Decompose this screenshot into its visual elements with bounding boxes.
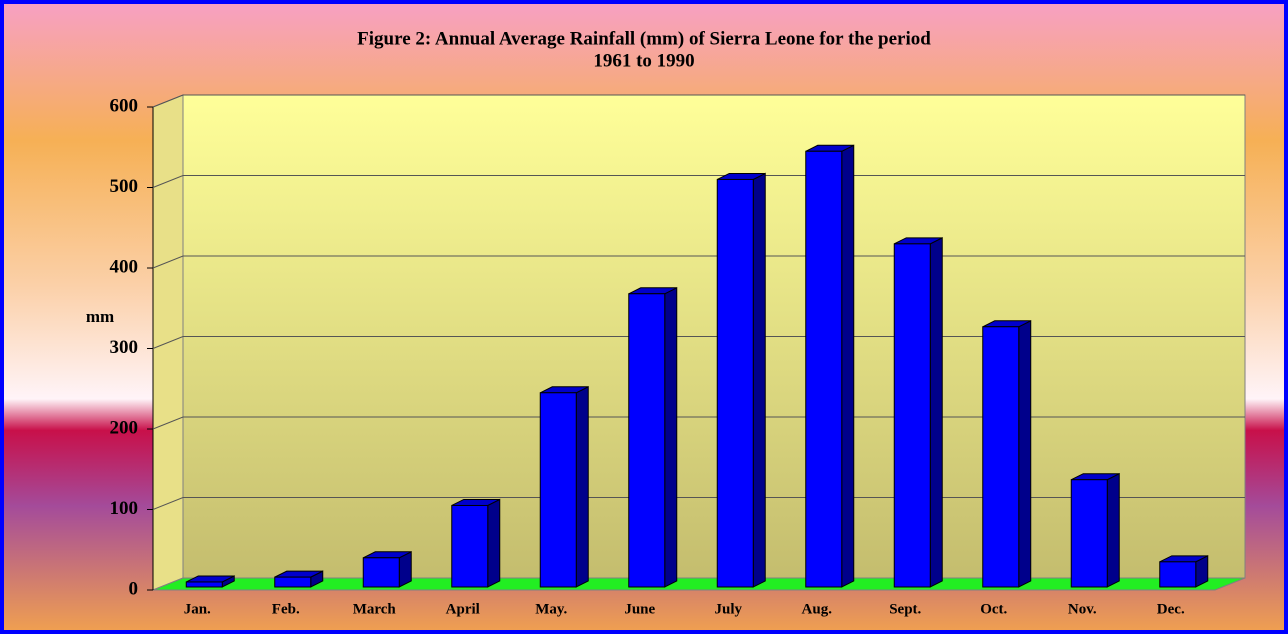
bar-side	[1018, 319, 1032, 588]
bar	[716, 178, 754, 588]
bar	[628, 293, 666, 588]
bar	[982, 326, 1020, 588]
bar	[539, 392, 577, 588]
y-tick-label: 500	[110, 176, 139, 197]
x-tick-label: Oct.	[980, 601, 1007, 617]
y-tick-label: 600	[110, 95, 139, 116]
grid-line	[152, 255, 1245, 269]
bar-side	[929, 237, 943, 588]
bar	[805, 150, 843, 588]
bar-side	[487, 498, 501, 588]
x-tick-label: Aug.	[802, 601, 833, 617]
bar	[1070, 479, 1108, 588]
grid-line	[152, 497, 1245, 510]
grid-line	[152, 336, 1245, 349]
x-tick-label: July	[714, 601, 742, 617]
x-tick-label: May.	[535, 601, 567, 617]
x-tick-label: Jan.	[184, 601, 211, 617]
bar-side	[1106, 472, 1120, 588]
x-tick-label: Feb.	[272, 601, 300, 617]
y-axis-label: mm	[86, 307, 114, 326]
bar-side	[841, 144, 855, 588]
bar	[185, 581, 223, 588]
x-tick-label: April	[446, 601, 480, 617]
x-tick-label: Nov.	[1068, 601, 1097, 617]
y-tick-label: 400	[110, 256, 139, 277]
grid-line	[152, 416, 1245, 430]
x-tick-label: March	[353, 601, 397, 617]
x-tick-label: Dec.	[1157, 601, 1185, 617]
grid-line	[152, 175, 1245, 188]
bar	[274, 576, 312, 588]
y-tick-label: 200	[110, 417, 139, 438]
grid-line	[152, 94, 1245, 108]
y-tick-label: 300	[110, 337, 139, 358]
bar	[893, 243, 931, 588]
x-tick-label: Sept.	[889, 601, 921, 617]
y-tick-label: 0	[129, 578, 139, 599]
bar-side	[575, 385, 589, 588]
bar	[1159, 561, 1197, 588]
bar	[451, 504, 489, 588]
bar-side	[752, 172, 766, 588]
bar	[362, 557, 400, 588]
y-tick-label: 100	[110, 498, 139, 519]
bar-side	[664, 286, 678, 588]
chart-title: Figure 2: Annual Average Rainfall (mm) o…	[357, 28, 931, 49]
x-tick-label: June	[624, 601, 655, 617]
floor	[152, 577, 1246, 591]
chart-title: 1961 to 1990	[593, 50, 694, 71]
